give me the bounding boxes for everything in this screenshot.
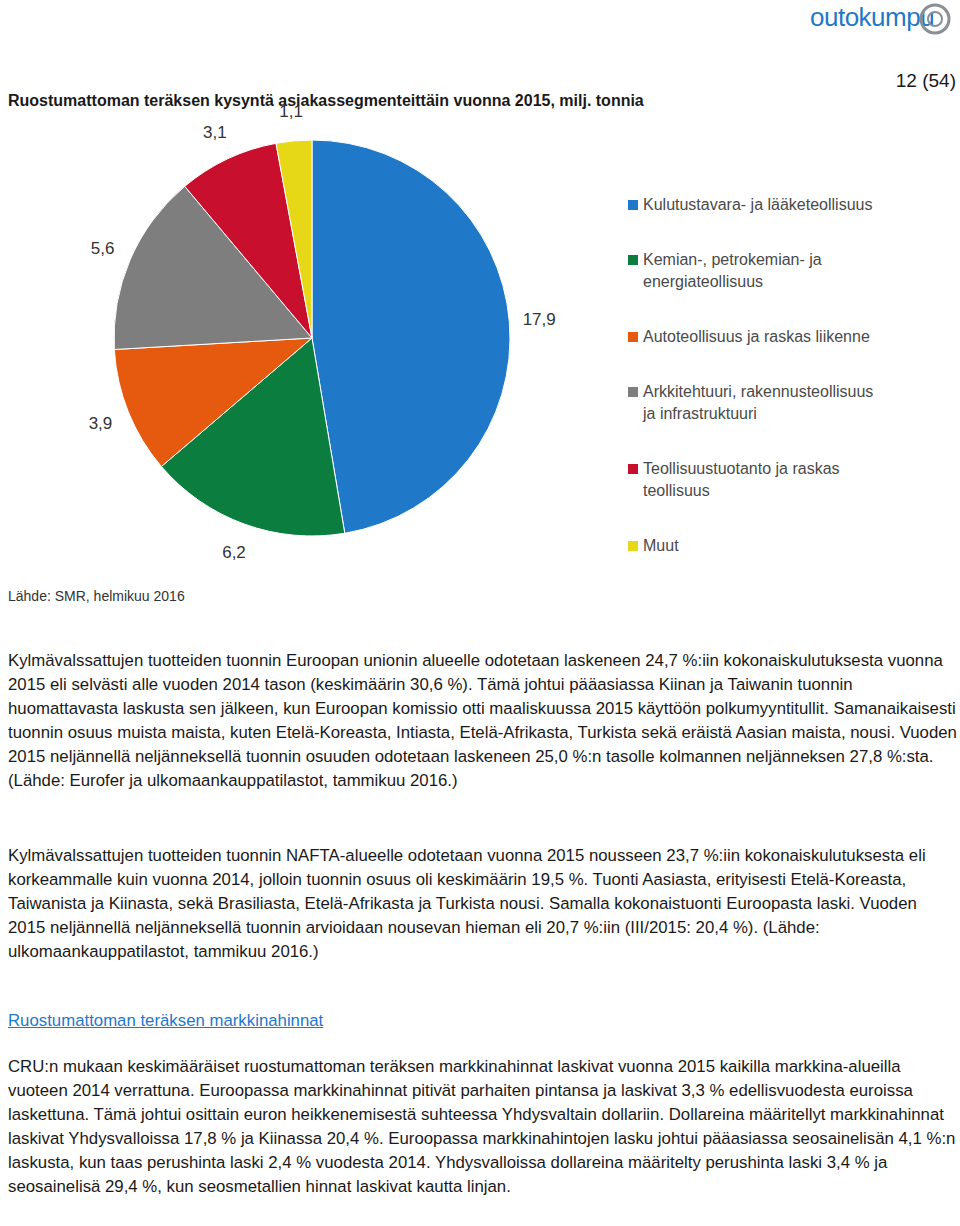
legend-label: Arkkitehtuuri, rakennusteollisuus ja inf… (643, 381, 885, 425)
paragraph: Kylmävalssattujen tuotteiden tuonnin Eur… (8, 649, 958, 793)
pie-data-label: 6,2 (222, 543, 246, 562)
pie-chart: 17,9 6,2 3,9 5,6 3,1 1,1 (0, 0, 620, 600)
page-number: 12 (54) (896, 70, 956, 92)
section-heading: Ruostumattoman teräksen markkinahinnat (8, 1011, 323, 1031)
logo-ring-inner (928, 12, 942, 26)
pie-slice (312, 140, 510, 533)
legend-swatch (628, 464, 638, 474)
legend-swatch (628, 387, 638, 397)
legend-swatch (628, 541, 638, 551)
legend-label: Kulutustavara- ja lääketeollisuus (643, 194, 885, 216)
page: {"header": {"brand": "outokumpu", "page"… (0, 0, 960, 1226)
paragraph: Kylmävalssattujen tuotteiden tuonnin NAF… (8, 844, 958, 964)
pie-data-label: 3,1 (203, 123, 227, 142)
chart-source: Lähde: SMR, helmikuu 2016 (8, 588, 185, 604)
legend-label: Autoteollisuus ja raskas liikenne (643, 326, 885, 348)
pie-slice (276, 140, 312, 338)
pie-data-label: 3,9 (89, 414, 113, 433)
pie-data-label: 5,6 (91, 239, 115, 258)
legend-swatch (628, 332, 638, 342)
brand-logo-icon (918, 2, 952, 36)
pie-data-label: 1,1 (279, 102, 303, 121)
paragraph: CRU:n mukaan keskimääräiset ruostumattom… (8, 1055, 958, 1199)
pie-slice (114, 338, 312, 467)
logo-ring (921, 5, 949, 33)
legend-swatch (628, 200, 638, 210)
legend-label: Teollisuustuotanto ja raskas teollisuus (643, 458, 885, 502)
legend-label: Kemian-, petrokemian- ja energiateollisu… (643, 249, 885, 293)
legend-swatch (628, 255, 638, 265)
chart-title: Ruostumattoman teräksen kysyntä asiakass… (8, 92, 644, 110)
brand-logo-text: outokumpu (810, 2, 934, 33)
legend-label: Muut (643, 535, 885, 557)
pie-data-label: 17,9 (523, 310, 556, 329)
